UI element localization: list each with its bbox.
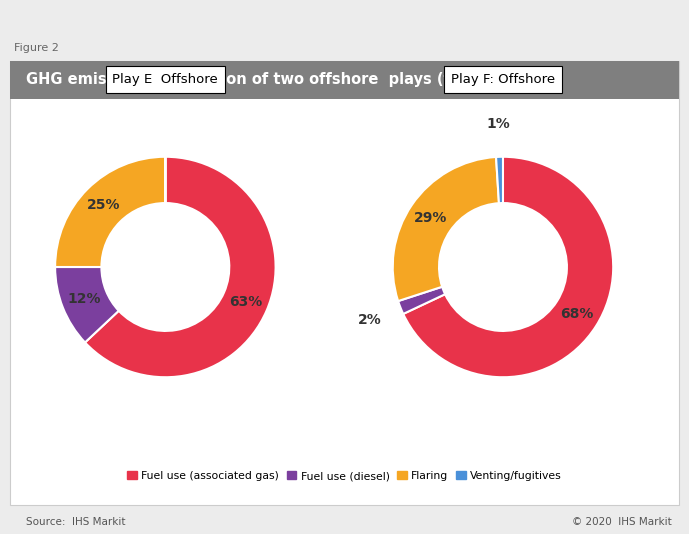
Wedge shape bbox=[55, 157, 165, 267]
Text: 25%: 25% bbox=[87, 199, 121, 213]
Text: GHG emission composition of two offshore  plays (full asset life): GHG emission composition of two offshore… bbox=[26, 72, 558, 87]
Legend: Fuel use (associated gas), Fuel use (diesel), Flaring, Venting/fugitives: Fuel use (associated gas), Fuel use (die… bbox=[125, 469, 564, 483]
Text: Play E  Offshore: Play E Offshore bbox=[112, 73, 218, 86]
Bar bbox=[10, 61, 679, 99]
Text: 29%: 29% bbox=[414, 211, 448, 225]
Text: 63%: 63% bbox=[229, 295, 262, 309]
Text: Source:  IHS Markit: Source: IHS Markit bbox=[26, 517, 125, 527]
Text: 68%: 68% bbox=[560, 307, 593, 320]
Wedge shape bbox=[496, 157, 503, 203]
Text: Play F: Offshore: Play F: Offshore bbox=[451, 73, 555, 86]
Text: 1%: 1% bbox=[486, 117, 511, 131]
Text: 12%: 12% bbox=[68, 292, 101, 306]
Text: Figure 2: Figure 2 bbox=[14, 43, 59, 53]
Text: © 2020  IHS Markit: © 2020 IHS Markit bbox=[572, 517, 672, 527]
Text: 2%: 2% bbox=[358, 313, 382, 327]
Wedge shape bbox=[55, 267, 119, 342]
Bar bbox=[10, 61, 679, 505]
Wedge shape bbox=[393, 157, 499, 301]
Wedge shape bbox=[403, 157, 613, 377]
Wedge shape bbox=[85, 157, 276, 377]
Wedge shape bbox=[398, 287, 445, 314]
